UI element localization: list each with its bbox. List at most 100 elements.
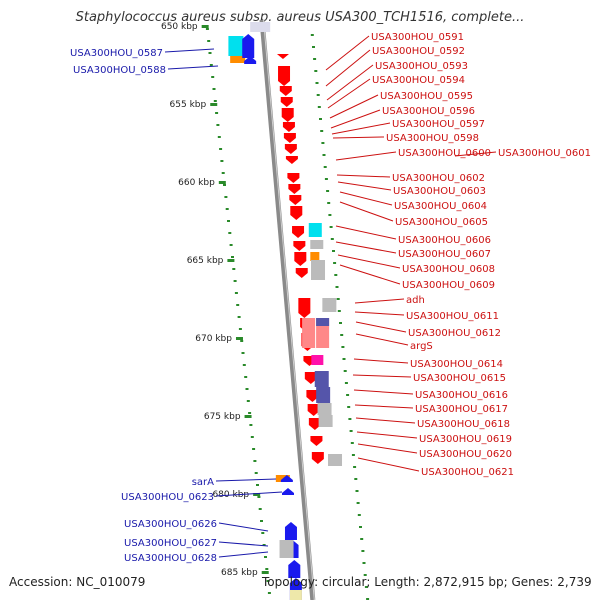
gene-arrow-forward bbox=[281, 488, 294, 495]
label-USA300HOU_0602-leader bbox=[336, 174, 391, 178]
sequence-backbone bbox=[259, 19, 316, 600]
label-USA300HOU_0605: USA300HOU_0605 bbox=[395, 217, 488, 228]
gene-box-pink bbox=[302, 318, 316, 348]
label-USA300HOU_0598-leader bbox=[332, 136, 385, 139]
dotted-rail-left bbox=[244, 376, 248, 378]
gene-arrow-reverse bbox=[290, 206, 303, 220]
scale-tick-label: 665 kbp bbox=[187, 256, 224, 266]
label-USA300HOU_0587-leader bbox=[164, 48, 215, 53]
accession-text: Accession: NC_010079 bbox=[9, 575, 146, 589]
label-USA300HOU_0626: USA300HOU_0626 bbox=[124, 519, 217, 530]
label-USA300HOU_0619: USA300HOU_0619 bbox=[419, 434, 512, 445]
gene-arrow-reverse bbox=[307, 404, 320, 416]
dotted-rail-right bbox=[324, 178, 328, 180]
scale-tick-label: 685 kbp bbox=[221, 568, 258, 578]
label-USA300HOU_0601-leader bbox=[454, 151, 497, 157]
scale-tick bbox=[261, 571, 269, 574]
label-USA300HOU_0620-leader bbox=[357, 443, 418, 454]
dotted-rail-right bbox=[340, 334, 344, 336]
gene-box-gray bbox=[310, 240, 324, 249]
dotted-rail-left bbox=[215, 112, 219, 114]
label-USA300HOU_0626-leader bbox=[218, 522, 269, 532]
label-USA300HOU_0601: USA300HOU_0601 bbox=[498, 148, 591, 159]
label-USA300HOU_0620: USA300HOU_0620 bbox=[419, 449, 512, 460]
dotted-rail-left bbox=[216, 124, 220, 126]
dotted-rail-right bbox=[341, 346, 345, 348]
dotted-rail-right bbox=[312, 46, 315, 48]
dotted-rail-right bbox=[344, 382, 348, 384]
dotted-rail-left bbox=[249, 424, 253, 426]
dotted-rail-left bbox=[261, 532, 265, 534]
label-USA300HOU_0616-leader bbox=[353, 389, 414, 395]
dotted-rail-right bbox=[333, 262, 337, 264]
gene-box-orange bbox=[230, 56, 246, 63]
dotted-rail-left bbox=[265, 568, 269, 570]
label-argS-leader bbox=[355, 333, 409, 346]
gene-arrow-reverse bbox=[280, 97, 293, 107]
label-USA300HOU_0591-leader bbox=[325, 35, 370, 71]
label-USA300HOU_0594-leader bbox=[327, 78, 371, 109]
dotted-rail-right bbox=[361, 550, 365, 552]
scale-tick bbox=[244, 415, 252, 418]
label-USA300HOU_0591: USA300HOU_0591 bbox=[371, 32, 464, 43]
label-USA300HOU_0618: USA300HOU_0618 bbox=[417, 419, 510, 430]
map-title: Staphylococcus aureus subsp. aureus USA3… bbox=[75, 10, 525, 25]
dotted-rail-left bbox=[254, 472, 258, 474]
dotted-rail-left bbox=[233, 280, 237, 282]
dotted-rail-left bbox=[213, 100, 217, 102]
label-USA300HOU_0617-leader bbox=[354, 404, 414, 409]
dotted-rail-right bbox=[336, 298, 340, 300]
dotted-rail-left bbox=[224, 196, 228, 198]
scale-tick bbox=[227, 259, 235, 262]
gene-arrow-reverse bbox=[285, 156, 298, 164]
dotted-rail-left bbox=[267, 592, 271, 594]
dotted-rail-left bbox=[248, 412, 252, 414]
label-USA300HOU_0600-leader bbox=[335, 151, 397, 161]
label-USA300HOU_0588-leader bbox=[167, 65, 219, 70]
dotted-rail-right bbox=[359, 526, 362, 528]
dotted-rail-left bbox=[212, 88, 216, 90]
gene-arrow-reverse bbox=[306, 390, 319, 402]
dotted-rail-right bbox=[356, 502, 360, 504]
label-USA300HOU_0588: USA300HOU_0588 bbox=[73, 65, 166, 76]
gene-arrow-forward bbox=[280, 475, 293, 482]
gene-arrow-reverse bbox=[298, 298, 311, 318]
gene-arrow-reverse bbox=[293, 241, 306, 251]
label-USA300HOU_0614: USA300HOU_0614 bbox=[410, 359, 503, 370]
gene-arrow-reverse bbox=[289, 195, 302, 205]
label-adh: adh bbox=[406, 295, 425, 306]
dotted-rail-right bbox=[319, 118, 322, 120]
dotted-rail-left bbox=[221, 172, 225, 174]
dotted-rail-right bbox=[335, 286, 339, 288]
gene-arrow-reverse bbox=[292, 226, 305, 238]
dotted-rail-left bbox=[231, 256, 234, 258]
gene-box-purple bbox=[314, 371, 329, 387]
dotted-rail-left bbox=[256, 484, 259, 486]
gene-arrow-reverse bbox=[288, 184, 301, 194]
dotted-rail-right bbox=[353, 466, 357, 468]
dotted-rail-right bbox=[327, 202, 331, 204]
gene-arrow-reverse bbox=[294, 252, 307, 266]
gene-box-gray bbox=[279, 540, 294, 558]
gene-arrow-forward bbox=[284, 522, 297, 540]
dotted-rail-right bbox=[320, 130, 324, 132]
label-USA300HOU_0627-leader bbox=[218, 541, 269, 547]
dotted-rail-left bbox=[246, 400, 250, 402]
label-USA300HOU_0612: USA300HOU_0612 bbox=[408, 328, 501, 339]
label-USA300HOU_0608: USA300HOU_0608 bbox=[402, 264, 495, 275]
dotted-rail-right bbox=[343, 370, 347, 372]
sequence-backbone-highlight bbox=[263, 19, 315, 600]
dotted-rail-right bbox=[313, 58, 317, 60]
label-USA300HOU_0607-leader bbox=[335, 241, 397, 254]
dotted-rail-left bbox=[211, 76, 215, 78]
label-USA300HOU_0595-leader bbox=[329, 94, 379, 119]
label-USA300HOU_0606-leader bbox=[335, 225, 397, 240]
scale-tick-label: 660 kbp bbox=[178, 178, 215, 188]
dotted-rail-left bbox=[257, 496, 261, 498]
gene-box-cyan bbox=[228, 36, 244, 56]
dotted-rail-left bbox=[266, 580, 270, 582]
gene-arrow-reverse bbox=[278, 66, 291, 86]
label-USA300HOU_0604-leader bbox=[339, 191, 393, 206]
label-USA300HOU_0595: USA300HOU_0595 bbox=[380, 91, 473, 102]
